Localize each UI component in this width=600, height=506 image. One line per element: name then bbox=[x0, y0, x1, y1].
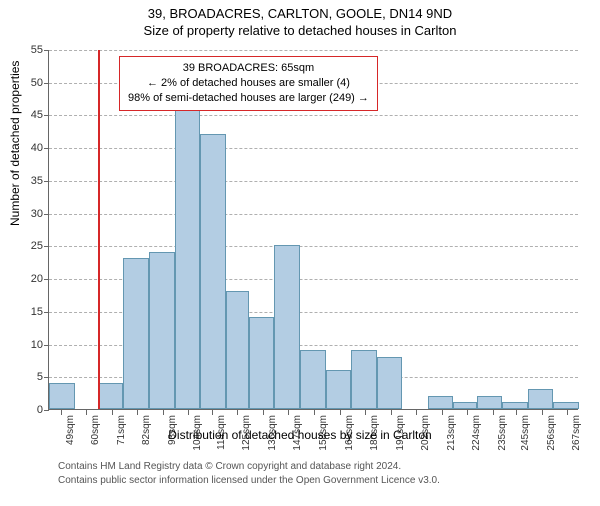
ytick-mark bbox=[44, 115, 49, 116]
xtick-mark bbox=[288, 410, 289, 415]
histogram-bar bbox=[49, 383, 75, 409]
histogram-bar bbox=[175, 108, 201, 409]
annotation-line3: 98% of semi-detached houses are larger (… bbox=[128, 91, 369, 106]
xtick-mark bbox=[416, 410, 417, 415]
ytick-mark bbox=[44, 246, 49, 247]
annotation-box: 39 BROADACRES: 65sqm← 2% of detached hou… bbox=[119, 56, 378, 111]
ytick-label: 45 bbox=[13, 109, 43, 121]
ytick-mark bbox=[44, 214, 49, 215]
histogram-bar bbox=[377, 357, 403, 409]
histogram-bar bbox=[453, 402, 476, 409]
ytick-mark bbox=[44, 377, 49, 378]
ytick-mark bbox=[44, 181, 49, 182]
histogram-bar bbox=[528, 389, 554, 409]
histogram-bar bbox=[326, 370, 352, 409]
gridline-h bbox=[49, 246, 578, 247]
xtick-mark bbox=[442, 410, 443, 415]
ytick-label: 15 bbox=[13, 306, 43, 318]
xtick-mark bbox=[237, 410, 238, 415]
xtick-mark bbox=[112, 410, 113, 415]
histogram-bar bbox=[428, 396, 454, 409]
ytick-label: 20 bbox=[13, 273, 43, 285]
annotation-line1: 39 BROADACRES: 65sqm bbox=[128, 61, 369, 76]
ytick-mark bbox=[44, 410, 49, 411]
ytick-mark bbox=[44, 83, 49, 84]
ytick-label: 5 bbox=[13, 371, 43, 383]
ytick-mark bbox=[44, 345, 49, 346]
xtick-mark bbox=[61, 410, 62, 415]
xtick-mark bbox=[340, 410, 341, 415]
gridline-h bbox=[49, 181, 578, 182]
histogram-bar bbox=[351, 350, 377, 409]
xtick-mark bbox=[542, 410, 543, 415]
xtick-mark bbox=[212, 410, 213, 415]
histogram-bar bbox=[123, 258, 149, 409]
histogram-chart: 051015202530354045505549sqm60sqm71sqm82s… bbox=[48, 50, 578, 410]
attribution-line1: Contains HM Land Registry data © Crown c… bbox=[58, 460, 440, 474]
ytick-mark bbox=[44, 279, 49, 280]
xtick-mark bbox=[137, 410, 138, 415]
ytick-label: 50 bbox=[13, 77, 43, 89]
attribution-line2: Contains public sector information licen… bbox=[58, 474, 440, 488]
x-axis-label: Distribution of detached houses by size … bbox=[0, 428, 600, 442]
annotation-line2: ← 2% of detached houses are smaller (4) bbox=[128, 76, 369, 91]
histogram-bar bbox=[274, 245, 300, 409]
histogram-bar bbox=[200, 134, 226, 409]
ytick-label: 0 bbox=[13, 404, 43, 416]
histogram-bar bbox=[249, 317, 275, 409]
ytick-label: 35 bbox=[13, 175, 43, 187]
gridline-h bbox=[49, 50, 578, 51]
histogram-bar bbox=[300, 350, 326, 409]
ytick-mark bbox=[44, 312, 49, 313]
histogram-bar bbox=[149, 252, 175, 409]
xtick-mark bbox=[86, 410, 87, 415]
xtick-mark bbox=[188, 410, 189, 415]
xtick-mark bbox=[365, 410, 366, 415]
ytick-label: 10 bbox=[13, 339, 43, 351]
histogram-bar bbox=[98, 383, 124, 409]
xtick-mark bbox=[163, 410, 164, 415]
ytick-mark bbox=[44, 50, 49, 51]
ytick-label: 40 bbox=[13, 142, 43, 154]
xtick-mark bbox=[516, 410, 517, 415]
xtick-mark bbox=[493, 410, 494, 415]
page-title-line1: 39, BROADACRES, CARLTON, GOOLE, DN14 9ND bbox=[0, 6, 600, 21]
xtick-mark bbox=[391, 410, 392, 415]
attribution-text: Contains HM Land Registry data © Crown c… bbox=[58, 460, 440, 487]
reference-vline bbox=[98, 50, 100, 409]
histogram-bar bbox=[226, 291, 249, 409]
ytick-mark bbox=[44, 148, 49, 149]
histogram-bar bbox=[477, 396, 503, 409]
ytick-label: 30 bbox=[13, 208, 43, 220]
histogram-bar bbox=[502, 402, 528, 409]
gridline-h bbox=[49, 115, 578, 116]
gridline-h bbox=[49, 148, 578, 149]
ytick-label: 25 bbox=[13, 240, 43, 252]
page-title-line2: Size of property relative to detached ho… bbox=[0, 23, 600, 38]
xtick-mark bbox=[567, 410, 568, 415]
gridline-h bbox=[49, 214, 578, 215]
xtick-mark bbox=[263, 410, 264, 415]
xtick-mark bbox=[314, 410, 315, 415]
histogram-bar bbox=[553, 402, 579, 409]
ytick-label: 55 bbox=[13, 44, 43, 56]
xtick-mark bbox=[467, 410, 468, 415]
plot-area: 051015202530354045505549sqm60sqm71sqm82s… bbox=[48, 50, 578, 410]
